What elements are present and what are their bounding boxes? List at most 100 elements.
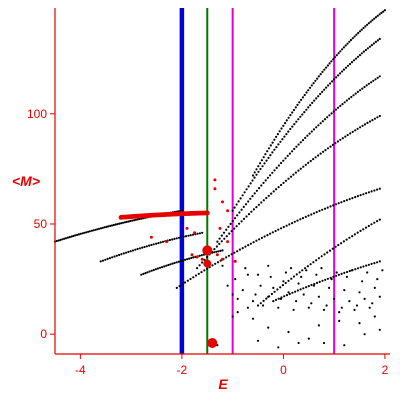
series-7-point-25 — [279, 140, 282, 143]
series-2-point-35 — [178, 236, 181, 239]
x-tick-label: 2 — [382, 363, 389, 377]
series-8-point-68 — [371, 19, 374, 22]
series-4-point-60 — [337, 202, 340, 205]
series-8-point-8 — [264, 153, 267, 156]
series-9-point-36 — [353, 233, 356, 236]
scatter-point-65 — [322, 341, 326, 345]
scatter-point-77 — [231, 315, 234, 318]
series-5-point-3 — [201, 261, 204, 264]
highlight-point-5 — [165, 240, 169, 244]
series-2-point-14 — [129, 250, 132, 253]
series-5-point-37 — [284, 179, 288, 182]
series-2-point-43 — [196, 232, 199, 235]
series-7-point-56 — [341, 70, 344, 73]
series-6-point-49 — [321, 120, 324, 123]
scatter-point-26 — [292, 308, 295, 311]
series-8-point-4 — [257, 165, 260, 168]
series-6-point-73 — [374, 78, 377, 81]
scatter-point-24 — [262, 304, 265, 307]
scatter-point-12 — [302, 293, 305, 296]
series-4-point-35 — [269, 232, 272, 235]
highlight-point-10 — [221, 257, 224, 261]
series-9-point-6 — [270, 292, 273, 296]
scatter-point-13 — [310, 302, 313, 305]
series-6-point-27 — [273, 169, 276, 172]
ticks: -4 -2 0 2 0 50 100 — [27, 107, 389, 377]
series-8-point-43 — [326, 64, 329, 67]
scatter-point-17 — [340, 306, 343, 309]
series-9-point-29 — [334, 245, 337, 248]
series-5-point-75 — [378, 114, 381, 118]
series-1-point-31 — [109, 224, 112, 227]
series-9-point-27 — [328, 249, 332, 252]
series-8-point-38 — [317, 75, 320, 78]
series-10-point-36 — [367, 263, 370, 266]
series-4-point-40 — [282, 225, 285, 229]
series-6-point-74 — [376, 76, 379, 79]
series-7-point-47 — [323, 88, 326, 91]
series-8-point-62 — [360, 28, 363, 31]
series-2-point-4 — [106, 257, 109, 260]
series-7-point-16 — [261, 165, 264, 168]
series-3-point-24 — [188, 257, 191, 260]
series-7-point-70 — [368, 45, 371, 48]
series-1-point-17 — [83, 231, 86, 234]
series-3-point-13 — [165, 264, 168, 267]
series-4-point-44 — [293, 220, 296, 223]
series-7-point-10 — [249, 182, 252, 185]
series-2-point-24 — [152, 243, 155, 246]
series-4-point-4 — [183, 281, 187, 284]
scatter-point-49 — [376, 278, 379, 281]
series-1-point-18 — [85, 231, 88, 234]
series-9-point-39 — [362, 228, 365, 231]
series-8-point-53 — [344, 44, 347, 47]
series-6-point-1 — [216, 240, 219, 243]
series-1-point-11 — [72, 234, 75, 238]
series-4-point-22 — [233, 251, 236, 254]
series-6-point-26 — [271, 171, 274, 174]
series-4-point-1 — [175, 286, 178, 289]
highlight-point-17 — [185, 226, 189, 230]
x-tick-label: -4 — [75, 363, 86, 377]
series-1-point-20 — [88, 230, 91, 233]
series-4-point-34 — [266, 234, 269, 237]
series-10-point-3 — [277, 297, 280, 300]
scatter-point-48 — [361, 280, 364, 283]
series-1-point-4 — [59, 238, 62, 241]
series-3-point-12 — [163, 265, 166, 268]
series-5-point-65 — [354, 129, 357, 132]
scatter-point-67 — [363, 333, 366, 336]
series-8-point-55 — [348, 40, 351, 43]
series-8-point-57 — [351, 37, 354, 40]
series-8-point-28 — [300, 98, 303, 101]
series-2-point-1 — [99, 260, 102, 263]
series-10-point-33 — [359, 266, 362, 269]
series-6-point-6 — [227, 225, 230, 228]
series-8-point-29 — [301, 96, 304, 99]
series-2-point-44 — [198, 232, 201, 235]
scatter-point-64 — [307, 337, 310, 340]
scatter-point-8 — [272, 286, 275, 289]
series-8-point-47 — [333, 56, 337, 59]
series-1-point-16 — [81, 232, 84, 235]
series-4-point-36 — [271, 231, 274, 234]
scatter-point-23 — [251, 300, 255, 303]
series-4-point-2 — [178, 285, 181, 288]
series-8-point-34 — [310, 84, 313, 87]
series-6-point-15 — [247, 200, 250, 203]
series-1-point-9 — [68, 236, 71, 239]
scatter-point-74 — [358, 322, 361, 325]
series-5-point-8 — [213, 248, 216, 251]
series-10-point-19 — [321, 279, 324, 282]
series-5-point-43 — [299, 167, 302, 170]
series-5-point-11 — [220, 240, 223, 243]
series-4-point-52 — [315, 211, 318, 214]
highlight-point-3 — [207, 338, 218, 348]
series-7-point-57 — [342, 68, 346, 71]
series-7-point-43 — [315, 97, 318, 100]
series-8-point-75 — [383, 9, 386, 12]
series-8-point-70 — [374, 16, 378, 19]
series-4-point-16 — [216, 261, 220, 264]
series-7-point-66 — [360, 52, 363, 55]
series-8-point-10 — [267, 147, 271, 150]
